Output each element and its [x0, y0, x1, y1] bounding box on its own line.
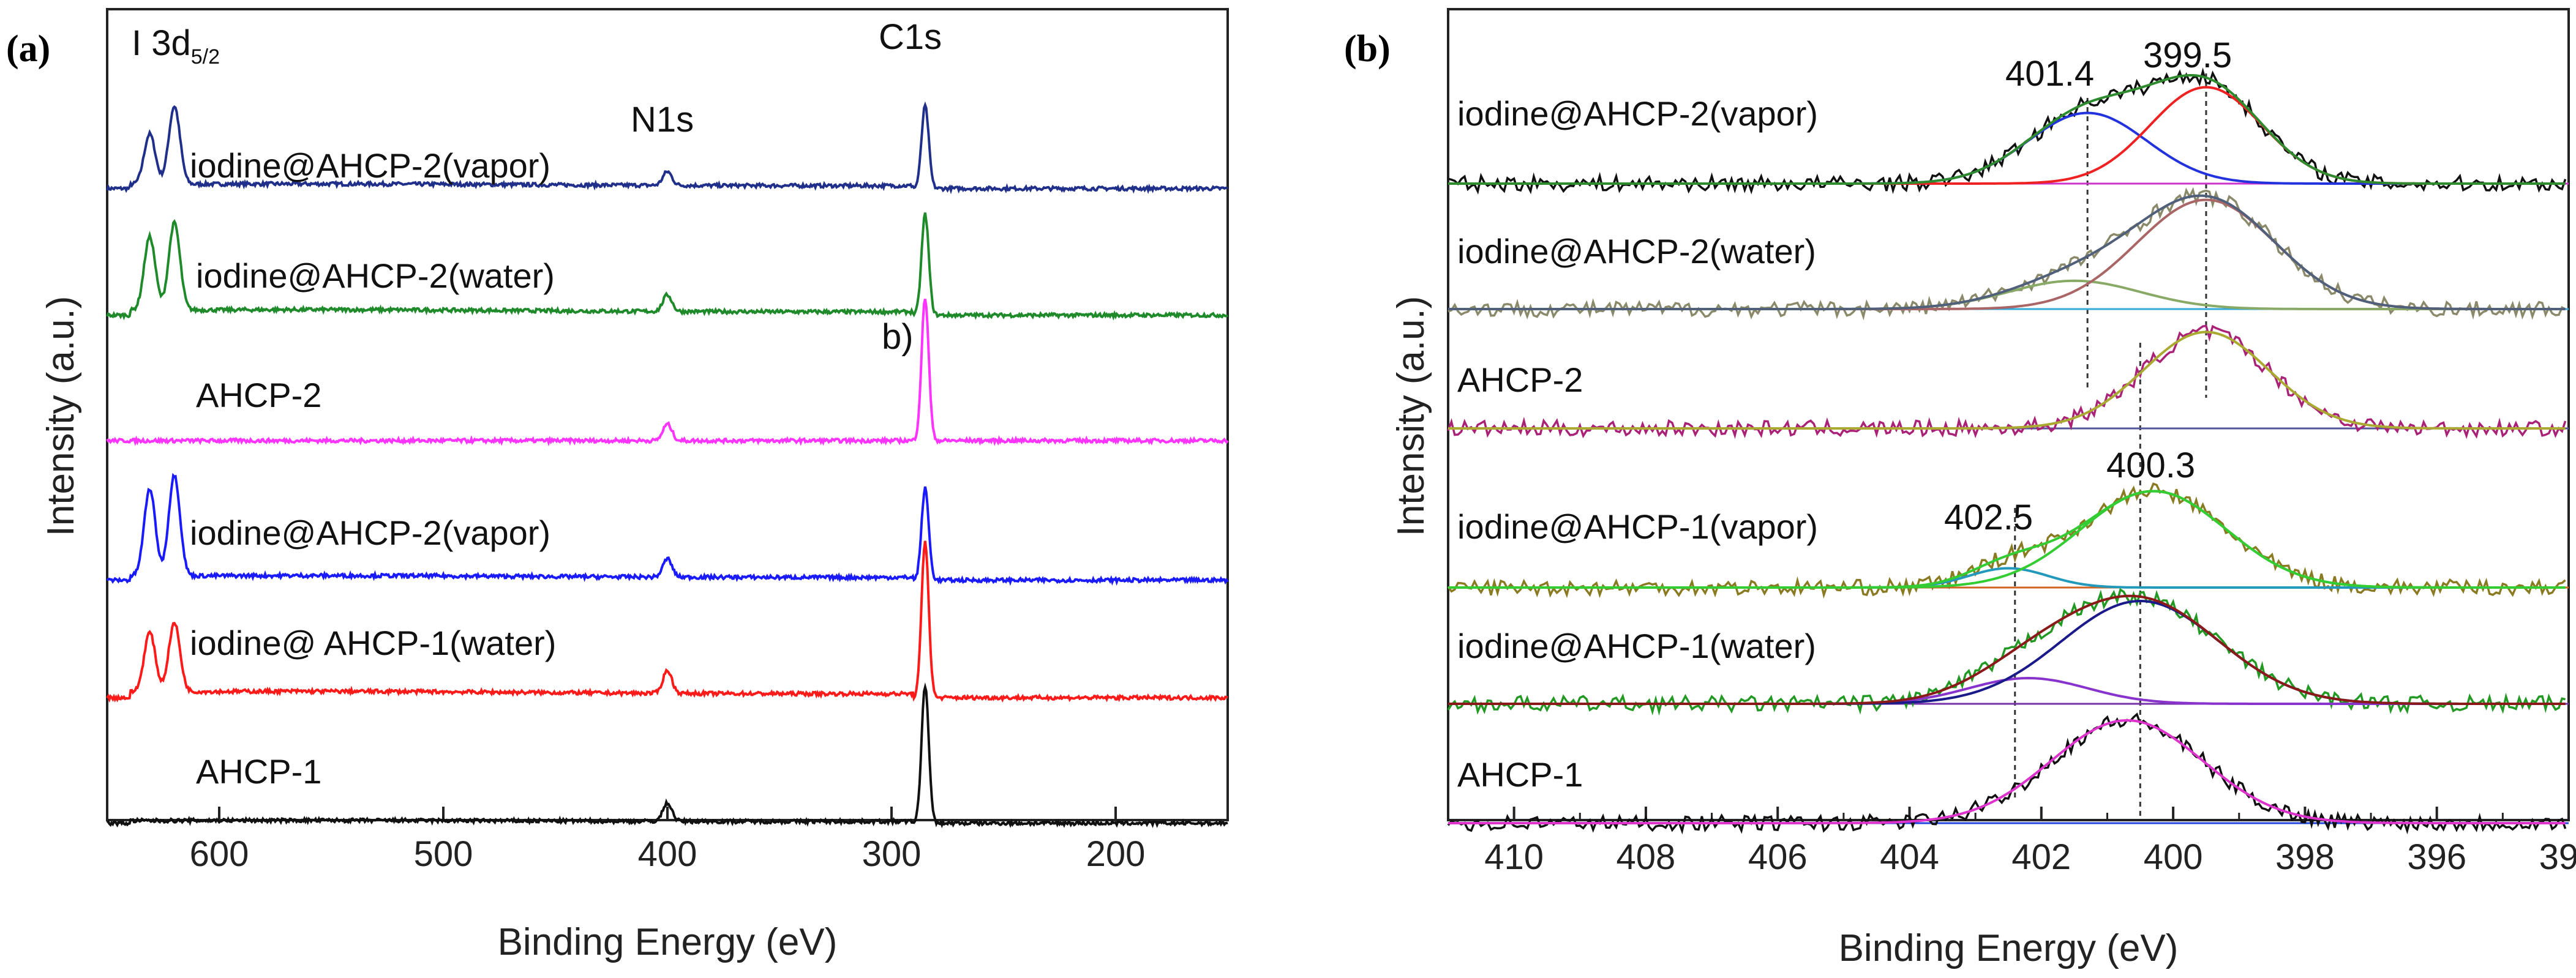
panel-b-fit-component — [1448, 676, 2566, 705]
panel-b-fit-envelope — [1448, 490, 2566, 589]
panel-a-ylabel: Intensity (a.u.) — [40, 296, 82, 537]
panel-a-xlabel: Binding Energy (eV) — [498, 921, 838, 963]
panel-a-annotations: I 3d5/2 N1s C1s b) — [132, 17, 942, 357]
panel-a-x-tick-label: 400 — [638, 834, 697, 874]
panel-b-fit-component — [1448, 330, 2566, 430]
panel-a-x-tick-label: 200 — [1086, 834, 1146, 874]
panel-a-series: iodine@AHCP-2(vapor) iodine@AHCP-2(water)… — [106, 101, 1229, 829]
panel-b-ylabel: Intensity (a.u.) — [1390, 296, 1432, 537]
panel-b-x-tick-label: 408 — [1617, 837, 1676, 877]
panel-b-x-tick-label: 394 — [2539, 837, 2576, 877]
panel-a-x-ticks: 600 500 400 300 200 — [190, 807, 1146, 874]
panel-a-x-tick-label: 600 — [190, 834, 249, 874]
panel-a-series-label: iodine@AHCP-2(water) — [196, 256, 555, 295]
panel-b-series-label: iodine@AHCP-2(water) — [1457, 232, 1816, 271]
panel-b-label: (b) — [1344, 28, 1391, 70]
panel-b-x-tick-label: 410 — [1484, 837, 1544, 877]
panel-b-x-tick-label: 398 — [2275, 837, 2335, 877]
annotation-401-4: 401.4 — [2005, 54, 2094, 94]
panel-b: (b) 410 408 406 404 402 400 398 396 394 iodine@A… — [1344, 8, 2576, 969]
panel-a-series-label: iodine@ AHCP-1(water) — [190, 624, 556, 662]
panel-b-fit-envelope — [1448, 594, 2566, 705]
panel-b-fit-component — [1448, 719, 2566, 824]
annotation-400-3: 400.3 — [2106, 446, 2195, 485]
panel-a-series-line — [106, 299, 1229, 447]
annotation-b: b) — [882, 317, 914, 357]
panel-a-series-line — [106, 472, 1229, 586]
panel-a-series-label: iodine@AHCP-2(vapor) — [190, 513, 550, 552]
annotation-i3d: I 3d5/2 — [132, 23, 220, 69]
panel-b-xlabel: Binding Energy (eV) — [1839, 927, 2179, 969]
panel-b-x-ticks: 410 408 406 404 402 400 398 396 394 — [1447, 807, 2576, 877]
panel-b-raw-data — [1447, 324, 2567, 439]
panel-b-series-label: iodine@AHCP-1(water) — [1457, 627, 1816, 665]
panel-a-series-label: AHCP-2 — [196, 376, 321, 414]
annotation-402-5: 402.5 — [1944, 498, 2033, 537]
panel-b-fit-envelope — [1448, 74, 2566, 185]
panel-b-series-label: iodine@AHCP-1(vapor) — [1457, 507, 1818, 546]
panel-b-x-tick-label: 406 — [1748, 837, 1808, 877]
panel-b-series-label: AHCP-1 — [1457, 755, 1583, 794]
panel-b-frame — [1447, 8, 2570, 821]
panel-b-x-tick-label: 400 — [2144, 837, 2203, 877]
panel-b-series: iodine@AHCP-2(vapor) iodine@AHCP-2(water)… — [1447, 67, 2569, 835]
panel-a-series-label: iodine@AHCP-2(vapor) — [190, 146, 550, 185]
panel-b-x-tick-label: 404 — [1880, 837, 1939, 877]
panel-b-raw-data — [1447, 712, 2567, 835]
panel-b-annotations: 401.4 399.5 400.3 402.5 — [1944, 35, 2232, 537]
panel-a-series-line — [106, 101, 1228, 195]
panel-b-fit-envelope — [1448, 194, 2566, 310]
annotation-c1s: C1s — [879, 17, 942, 57]
panel-b-series-label: iodine@AHCP-2(vapor) — [1457, 94, 1818, 133]
annotation-n1s: N1s — [631, 100, 694, 140]
panel-b-series-label: AHCP-2 — [1457, 360, 1583, 399]
panel-b-x-tick-label: 402 — [2011, 837, 2071, 877]
panel-a-x-tick-label: 300 — [862, 834, 922, 874]
panel-a-series-label: AHCP-1 — [196, 752, 321, 791]
panel-a-x-tick-label: 500 — [414, 834, 473, 874]
panel-a-series-line — [106, 682, 1228, 829]
panel-a-label: (a) — [6, 28, 50, 70]
panel-b-x-tick-label: 396 — [2407, 837, 2466, 877]
panel-a: (a) 600 500 400 300 200 iodine@AHCP-2(vapor)… — [6, 8, 1229, 963]
panel-a-series-line — [106, 212, 1228, 321]
panel-a-series-line — [106, 540, 1228, 703]
annotation-399-5: 399.5 — [2143, 35, 2232, 75]
